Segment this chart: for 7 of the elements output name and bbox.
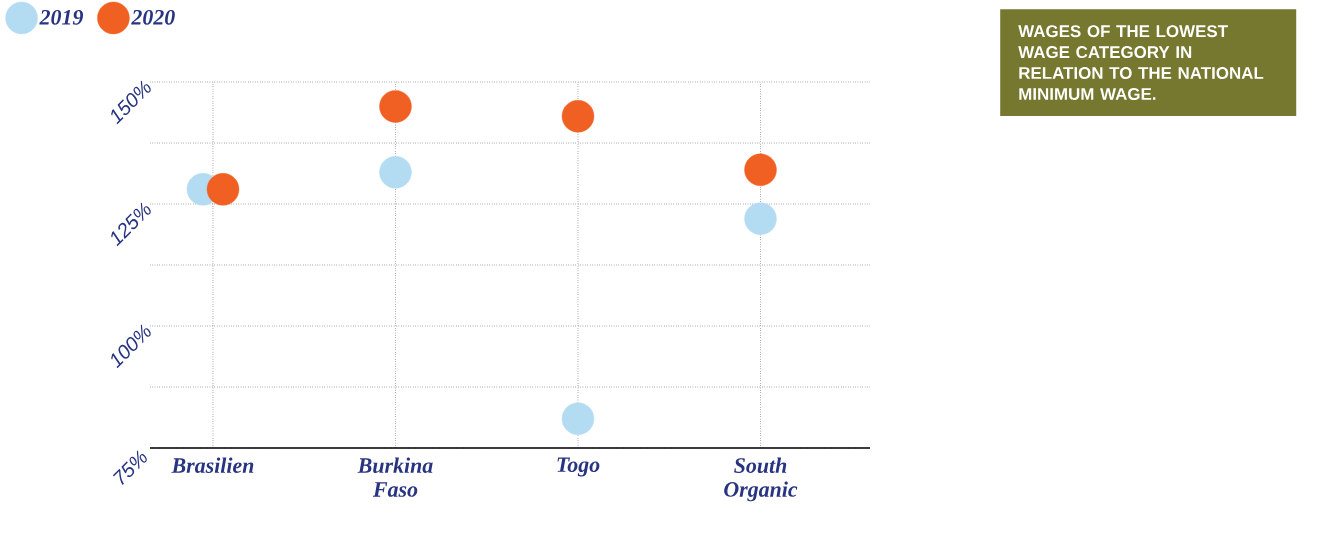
x-tick-label: Togo <box>557 457 600 477</box>
x-tick-label: Burkina Faso <box>357 457 433 497</box>
legend-label: 2020 <box>131 9 175 25</box>
legend-label: 2019 <box>39 9 84 25</box>
x-tick-label: Brasilien <box>171 457 254 473</box>
x-tick-label: South Organic <box>724 457 798 502</box>
text: WAGES OF THE LOWEST WAGE CATEGORY IN RELATION TO THE NATIONAL MINIMUM WAGE. <box>1018 25 1264 100</box>
